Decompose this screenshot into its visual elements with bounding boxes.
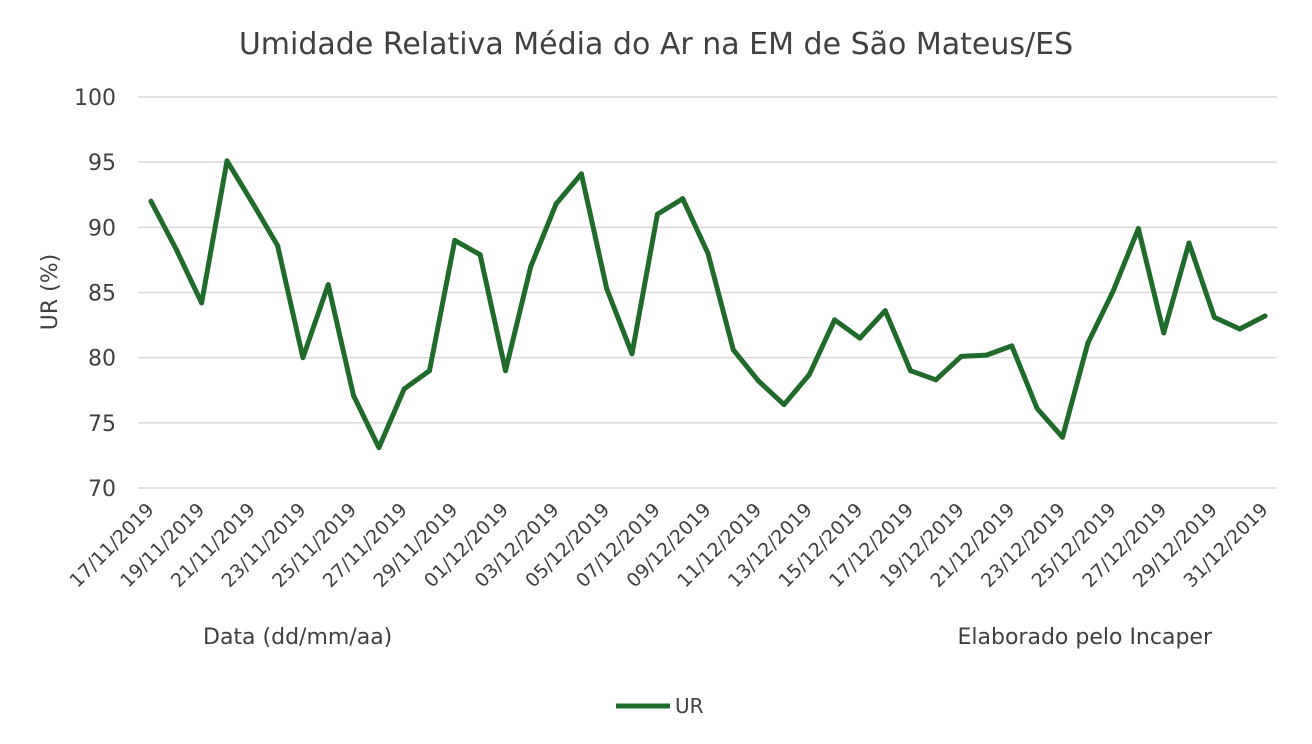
data-point <box>908 368 914 374</box>
y-tick-label: 75 <box>88 412 116 437</box>
y-tick-label: 100 <box>74 86 116 111</box>
x-axis-ticks: 17/11/201919/11/201921/11/201923/11/2019… <box>66 499 1273 592</box>
y-tick-label: 80 <box>88 347 116 372</box>
data-point <box>249 200 255 206</box>
data-point <box>958 353 964 359</box>
data-point <box>376 445 382 451</box>
data-point <box>756 378 762 384</box>
y-tick-label: 95 <box>88 151 116 176</box>
data-point <box>1085 340 1091 346</box>
data-point <box>629 351 635 357</box>
data-point <box>1161 330 1167 336</box>
data-point <box>806 372 812 378</box>
data-point <box>1059 434 1065 440</box>
data-point <box>1262 313 1268 319</box>
data-point <box>553 201 559 207</box>
data-point <box>300 355 306 361</box>
data-point <box>1110 288 1116 294</box>
data-point <box>1237 326 1243 332</box>
data-point <box>1211 314 1217 320</box>
data-point <box>199 300 205 306</box>
data-point <box>933 377 939 383</box>
chart-title: Umidade Relativa Média do Ar na EM de Sã… <box>239 27 1073 62</box>
data-point <box>680 196 686 202</box>
data-point <box>452 237 458 243</box>
data-point <box>832 317 838 323</box>
data-point <box>401 386 407 392</box>
data-point <box>351 392 357 398</box>
legend: UR <box>616 694 704 718</box>
data-point <box>275 243 281 249</box>
data-point <box>1186 240 1192 246</box>
data-point <box>477 252 483 258</box>
y-axis-label: UR (%) <box>38 254 63 330</box>
data-point <box>604 286 610 292</box>
y-tick-label: 70 <box>88 477 116 502</box>
y-tick-label: 90 <box>88 216 116 241</box>
data-point <box>984 352 989 358</box>
series-layer <box>148 158 1268 451</box>
data-point <box>173 246 179 252</box>
gridlines <box>138 96 1277 489</box>
data-point <box>528 263 534 269</box>
y-axis-ticks: 70 75 80 85 90 95 100 <box>74 86 116 502</box>
data-point <box>148 198 154 204</box>
data-point <box>781 402 787 408</box>
data-point <box>730 347 736 353</box>
data-point <box>882 308 888 314</box>
data-point <box>325 282 331 288</box>
data-point <box>1135 226 1141 232</box>
legend-label-ur: UR <box>675 694 704 718</box>
data-point <box>705 250 711 256</box>
data-point <box>654 211 660 217</box>
data-point <box>578 171 584 177</box>
x-axis-label: Data (dd/mm/aa) <box>203 625 392 650</box>
data-point <box>502 368 508 374</box>
data-point <box>1034 405 1040 411</box>
series-line-ur <box>148 158 1268 451</box>
y-tick-label: 85 <box>88 282 116 307</box>
data-point <box>224 158 230 164</box>
data-point <box>857 335 863 341</box>
data-point <box>427 368 432 374</box>
source-note: Elaborado pelo Incaper <box>958 625 1213 650</box>
data-point <box>1009 343 1015 349</box>
